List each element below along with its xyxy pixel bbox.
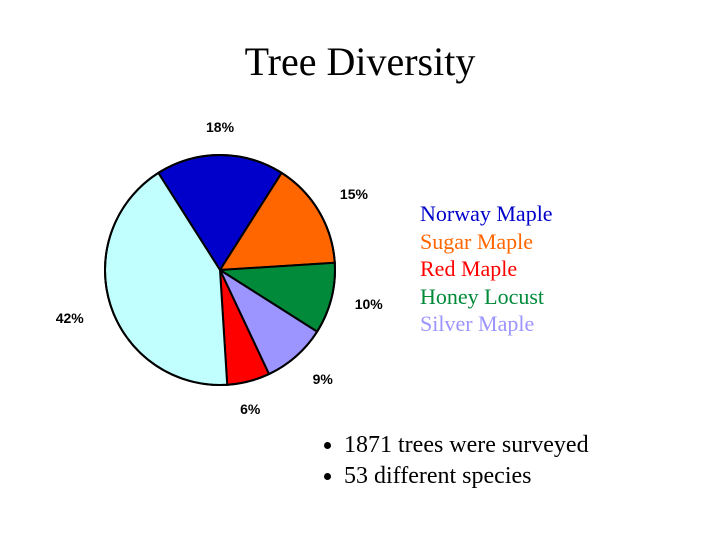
bullet-item: 1871 trees were surveyed bbox=[344, 430, 589, 461]
slide: Tree Diversity 18% 15% 10% 9% 6% 42% Norway M… bbox=[0, 0, 720, 540]
pie-slice-label: 6% bbox=[240, 401, 260, 417]
legend-item: Norway Maple bbox=[420, 200, 553, 228]
legend-label: Honey Locust bbox=[420, 283, 544, 311]
legend-label: Sugar Maple bbox=[420, 228, 533, 256]
legend-label: Silver Maple bbox=[420, 310, 534, 338]
pie-slice-label: 10% bbox=[355, 296, 383, 312]
legend-label: Norway Maple bbox=[420, 200, 553, 228]
pie-slice-label: 18% bbox=[206, 119, 234, 135]
pie-slice-label: 15% bbox=[340, 186, 368, 202]
slide-title: Tree Diversity bbox=[0, 38, 720, 85]
bullet-list: 1871 trees were surveyed53 different spe… bbox=[320, 430, 589, 492]
pie-slice-label: 42% bbox=[56, 310, 84, 326]
legend-item: Silver Maple bbox=[420, 310, 553, 338]
legend: Norway MapleSugar MapleRed MapleHoney Lo… bbox=[420, 200, 553, 338]
pie-chart-svg bbox=[40, 120, 400, 420]
bullet-item: 53 different species bbox=[344, 461, 589, 492]
legend-item: Honey Locust bbox=[420, 283, 553, 311]
pie-chart: 18% 15% 10% 9% 6% 42% bbox=[40, 120, 400, 420]
legend-item: Red Maple bbox=[420, 255, 553, 283]
legend-label: Red Maple bbox=[420, 255, 517, 283]
legend-item: Sugar Maple bbox=[420, 228, 553, 256]
pie-slice-label: 9% bbox=[313, 371, 333, 387]
